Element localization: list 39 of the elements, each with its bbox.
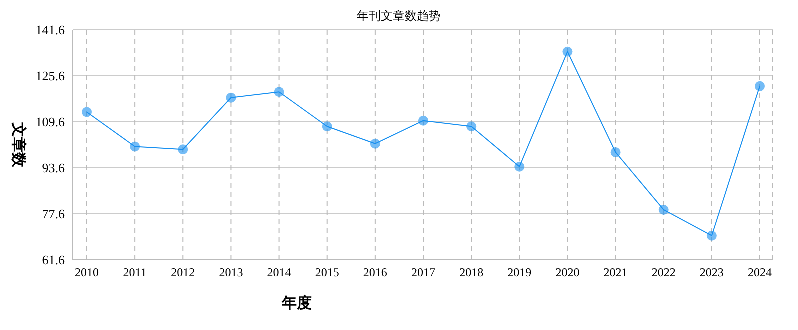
point (370, 138, 380, 149)
y-axis-title: 文章数 (10, 122, 28, 168)
point (226, 92, 236, 103)
point (322, 122, 332, 132)
point (706, 230, 717, 241)
point (130, 142, 140, 152)
y-tick-label: 61.6 (42, 252, 66, 268)
x-tick-label: 2014 (267, 266, 292, 280)
y-tick-label: 141.6 (36, 22, 66, 38)
x-tick-label: 2012 (171, 266, 196, 280)
point (466, 122, 477, 132)
y-tick-label: 77.6 (42, 206, 66, 222)
x-tick-label: 2015 (315, 266, 340, 280)
x-axis-title: 年度 (281, 294, 312, 312)
x-tick-label: 2018 (460, 266, 484, 280)
point (82, 107, 92, 118)
x-tick-label: 2011 (123, 266, 147, 280)
y-tick-label: 93.6 (42, 160, 66, 176)
point (514, 162, 525, 172)
point (274, 87, 284, 98)
point (755, 81, 765, 92)
chart-title: 年刊文章数趋势 (357, 9, 441, 23)
x-tick-label: 2024 (748, 266, 772, 280)
x-tick-label: 2010 (75, 266, 99, 280)
x-tick-label: 2019 (508, 266, 532, 280)
x-tick-label: 2016 (363, 266, 388, 280)
point (658, 204, 669, 215)
x-tick-label: 2021 (604, 266, 628, 280)
y-tick-label: 125.6 (36, 68, 66, 84)
x-tick-label: 2023 (700, 266, 724, 280)
x-tick-label: 2020 (556, 266, 580, 280)
y-tick-label: 109.6 (36, 114, 66, 130)
point (610, 147, 621, 158)
point (418, 116, 428, 126)
x-tick-label: 2013 (219, 266, 244, 280)
point (178, 144, 188, 155)
x-tick-label: 2017 (412, 266, 436, 280)
x-tick-label: 2022 (652, 266, 676, 280)
point (562, 46, 573, 57)
